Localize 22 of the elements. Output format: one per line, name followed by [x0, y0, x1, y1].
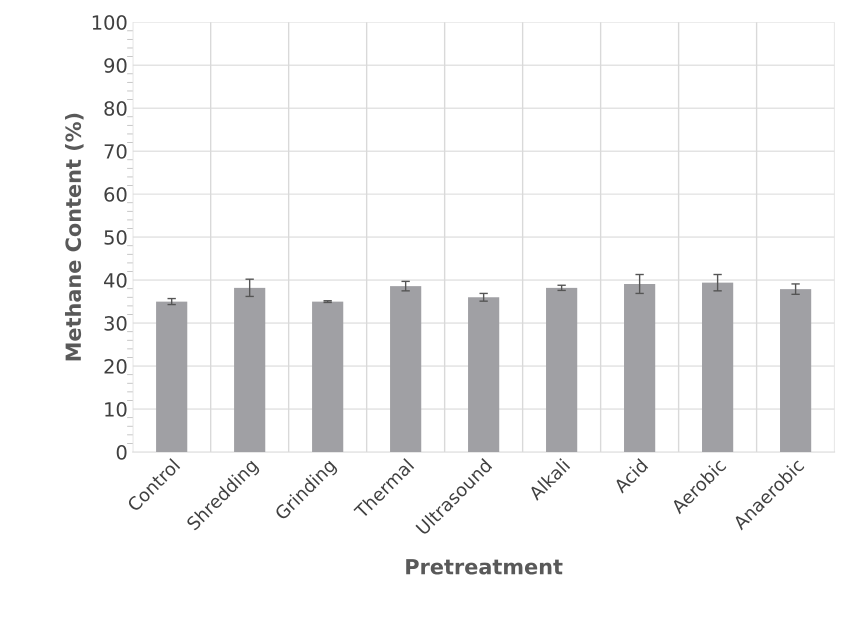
- y-tick-label: 10: [105, 402, 127, 417]
- y-axis-title: Methane Content (%): [64, 114, 84, 360]
- x-axis-title: Pretreatment: [406, 559, 563, 575]
- y-tick-label: 100: [92, 15, 127, 30]
- bar: [624, 284, 656, 452]
- bar: [234, 288, 266, 452]
- bar: [546, 288, 578, 452]
- bar: [702, 282, 734, 452]
- bar: [468, 297, 500, 452]
- bar: [390, 286, 422, 452]
- y-tick-label: 0: [116, 445, 127, 460]
- bar: [312, 302, 344, 452]
- y-tick-label: 60: [104, 187, 127, 202]
- bar: [780, 289, 812, 452]
- y-tick-label: 90: [104, 58, 127, 73]
- y-tick-label: 70: [104, 144, 127, 159]
- y-tick-label: 50: [104, 230, 127, 245]
- y-tick-label: 20: [104, 359, 127, 374]
- y-tick-label: 40: [104, 273, 127, 288]
- bar: [156, 302, 188, 452]
- y-tick-label: 30: [104, 316, 127, 331]
- y-tick-label: 80: [104, 101, 127, 116]
